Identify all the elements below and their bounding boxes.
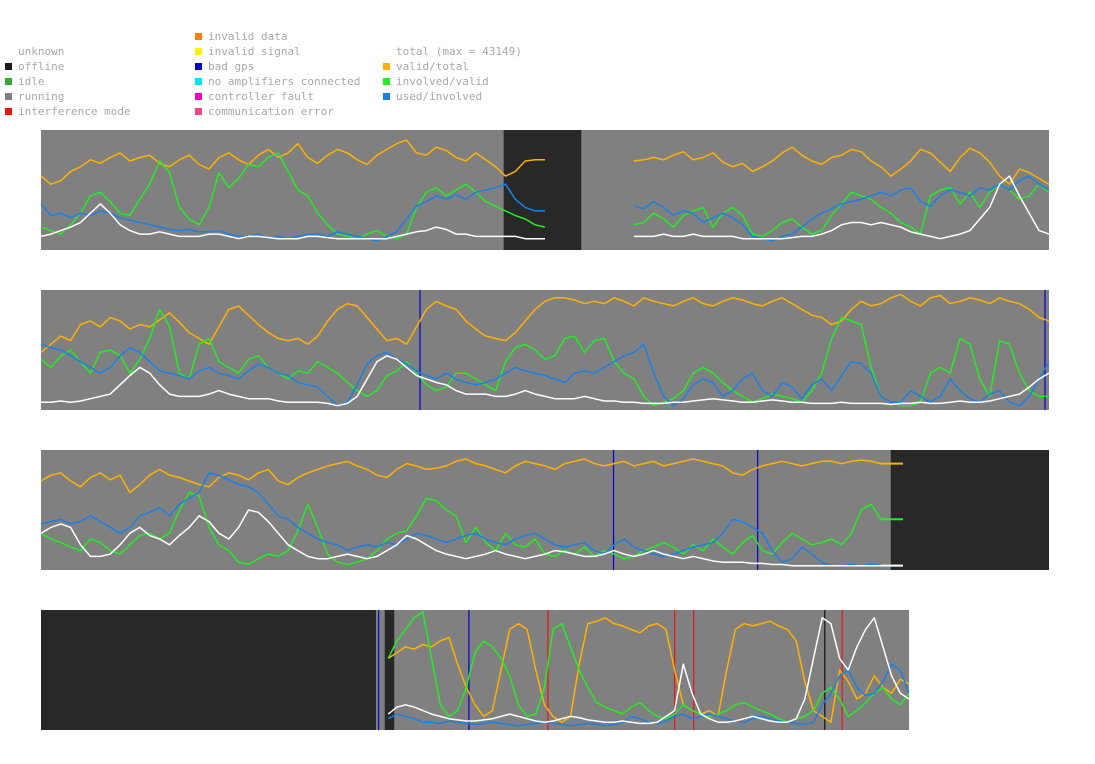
series-line-used-involved xyxy=(41,343,1049,407)
status-band-offline xyxy=(41,610,377,730)
series-line-involved-valid xyxy=(387,611,909,723)
legend-label: bad gps xyxy=(208,60,255,73)
series-line-valid-total xyxy=(41,458,882,494)
status-band-offline xyxy=(890,450,1049,570)
timeline-strip-1 xyxy=(41,130,1049,250)
status-band-offline xyxy=(503,130,582,250)
legend-label: invalid signal xyxy=(208,45,301,58)
legend-swatch xyxy=(5,108,12,115)
legend-label: no amplifiers connected xyxy=(208,75,361,88)
timeline-strip-2 xyxy=(41,290,1049,410)
legend-label: invalid data xyxy=(208,30,288,43)
legend-swatch xyxy=(195,48,202,55)
legend-swatch xyxy=(383,63,390,70)
legend-swatch xyxy=(195,78,202,85)
plot-background xyxy=(41,450,1049,570)
series-line-total xyxy=(41,355,1049,407)
legend-label: running xyxy=(18,90,65,103)
timeline-strip-3 xyxy=(41,450,1049,570)
legend-swatch xyxy=(195,33,202,40)
series-line-involved-valid xyxy=(41,491,882,566)
legend-label: controller fault xyxy=(208,90,314,103)
legend-swatch xyxy=(5,63,12,70)
legend-label: idle xyxy=(18,75,45,88)
timeline-strip-4 xyxy=(41,610,909,730)
series-line-used-involved xyxy=(41,472,882,567)
legend-label: valid/total xyxy=(396,60,469,73)
legend-swatch xyxy=(195,93,202,100)
legend-label: interference mode xyxy=(18,105,131,118)
series-line-total xyxy=(387,617,909,725)
legend-label: used/involved xyxy=(396,90,483,103)
series-line-valid-total xyxy=(387,617,909,723)
legend-label: communication error xyxy=(208,105,334,118)
legend-label: total (max = 43149) xyxy=(396,45,522,58)
series-line-total xyxy=(41,175,1049,240)
legend-label: offline xyxy=(18,60,65,73)
series-line-used-involved xyxy=(41,175,1049,242)
legend-swatch xyxy=(195,63,202,70)
legend-swatch xyxy=(195,108,202,115)
legend-swatch xyxy=(383,78,390,85)
legend-swatch xyxy=(5,93,12,100)
legend-swatch xyxy=(5,78,12,85)
legend-label: involved/valid xyxy=(396,75,489,88)
series-line-used-involved xyxy=(387,663,909,727)
plot-background xyxy=(41,290,1049,410)
series-line-valid-total xyxy=(41,293,1049,353)
series-line-valid-total xyxy=(41,139,1049,185)
legend-label: unknown xyxy=(18,45,65,58)
series-line-total xyxy=(41,509,881,567)
status-band-offline xyxy=(384,610,395,730)
legend-swatch xyxy=(383,93,390,100)
